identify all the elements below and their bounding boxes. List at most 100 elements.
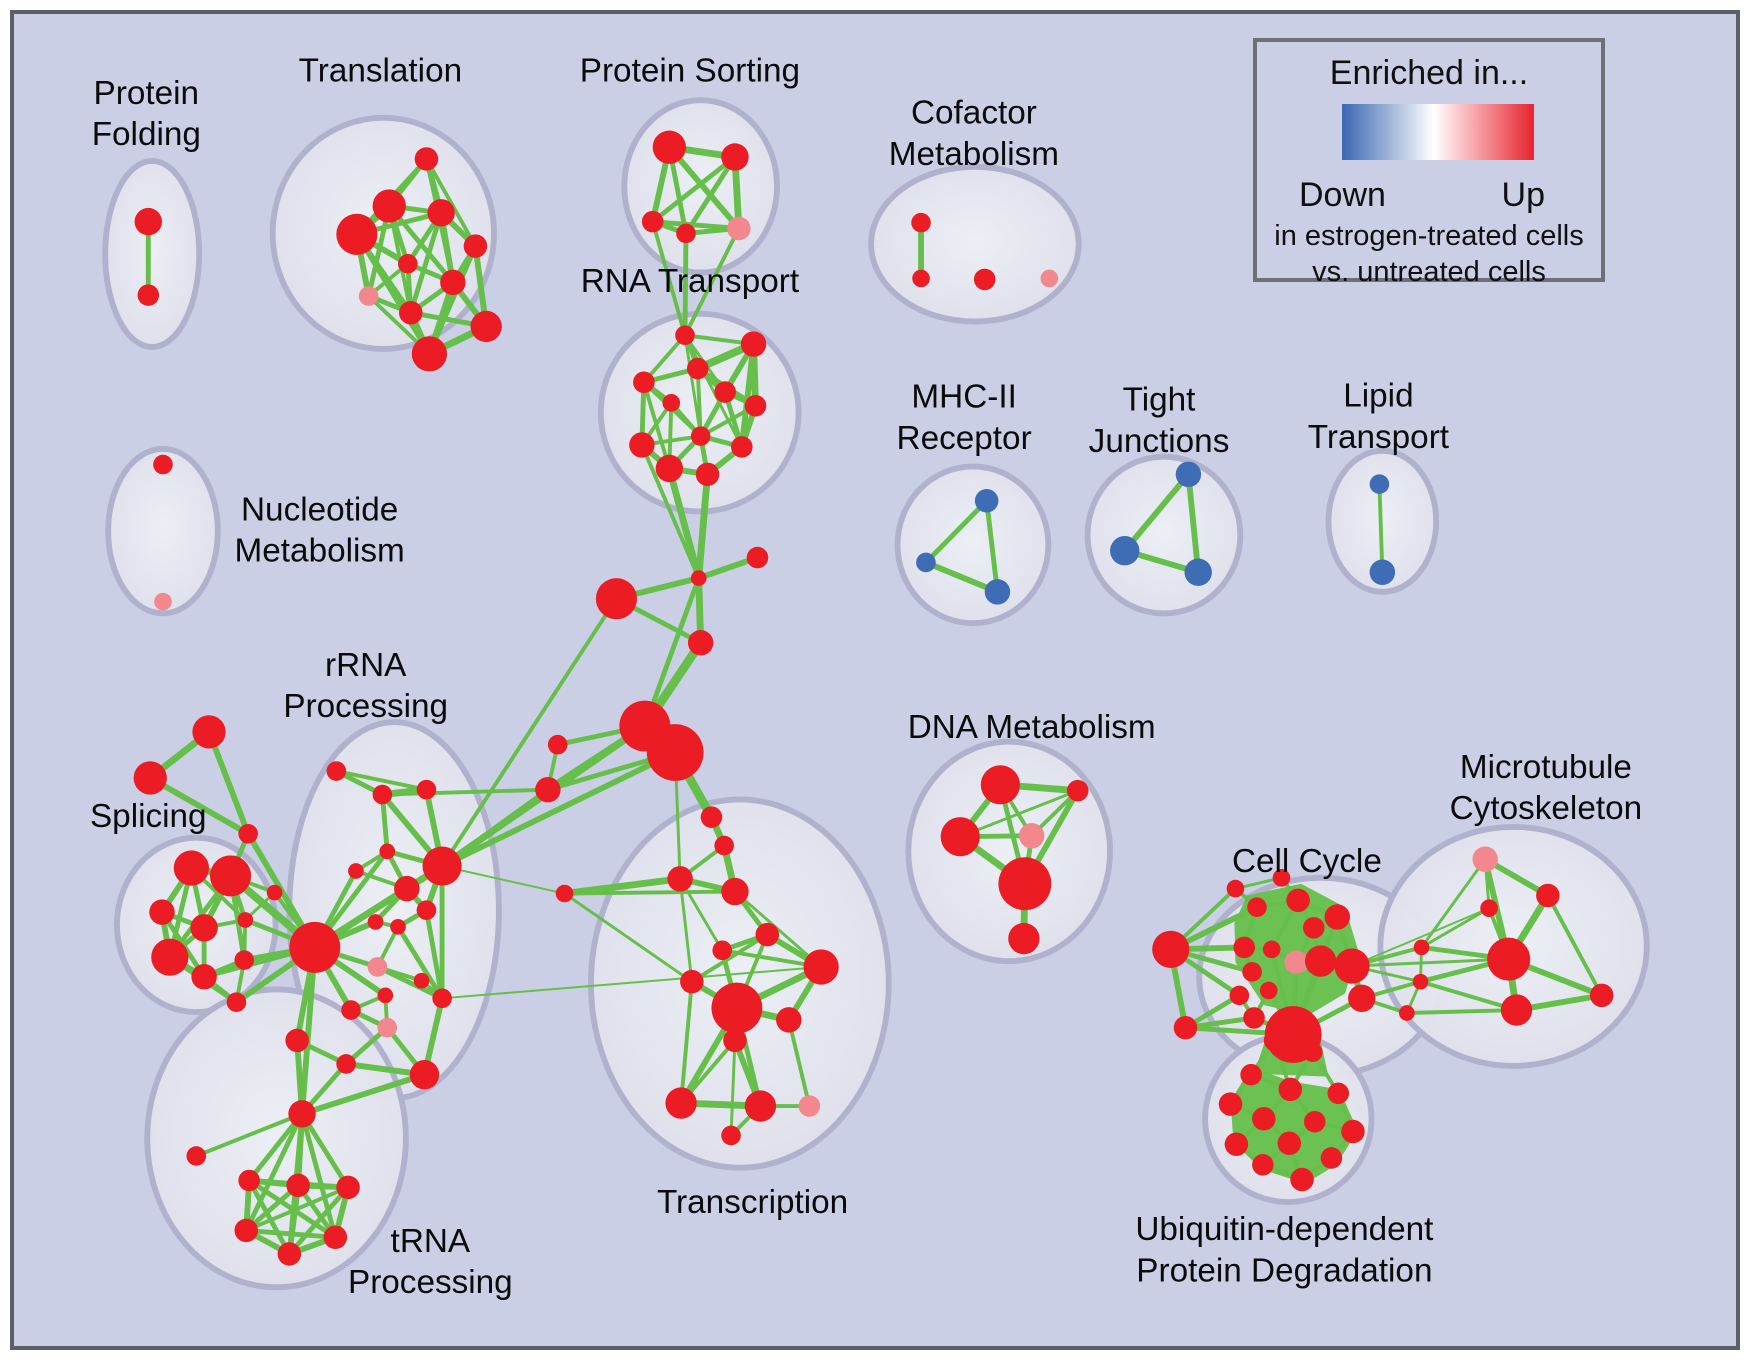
legend-caption-line2: vs. untreated cells xyxy=(1312,256,1546,288)
node-sp5 xyxy=(151,938,189,976)
edge-d3-x3 xyxy=(678,877,724,952)
cluster-label-ubiquitin-degradation-line1: Ubiquitin-dependent xyxy=(1135,1211,1433,1248)
node-mt4 xyxy=(1589,983,1614,1008)
node-x4 xyxy=(680,969,704,994)
node-u13 xyxy=(1263,1029,1286,1052)
node-cc10 xyxy=(1259,981,1278,1000)
cluster-label-lipid-transport-line1: Lipid xyxy=(1343,378,1413,415)
node-te xyxy=(277,1242,302,1266)
node-cn1 xyxy=(1413,939,1430,956)
node-mtP xyxy=(1472,846,1498,872)
node-tj1 xyxy=(1175,461,1202,488)
node-rr14 xyxy=(432,988,452,1009)
node-x7 xyxy=(776,1007,802,1033)
node-cc8 xyxy=(1334,948,1370,984)
edge-r11-c1 xyxy=(665,465,703,582)
node-ps1 xyxy=(652,130,686,164)
edge-thub-ta xyxy=(246,1111,305,1183)
node-mh3 xyxy=(984,579,1011,605)
node-sp7 xyxy=(234,950,255,970)
node-s1 xyxy=(547,734,568,755)
cluster-ellipse-cofactor-metabolism xyxy=(868,163,1082,325)
node-mh2 xyxy=(916,552,936,573)
node-r3 xyxy=(686,357,709,380)
node-u6 xyxy=(1303,1110,1326,1133)
edge-td-tf xyxy=(243,1227,338,1240)
edge-ps3-r1 xyxy=(650,219,687,338)
node-cc9 xyxy=(1242,962,1262,982)
node-rr3 xyxy=(416,779,437,800)
node-pf2 xyxy=(137,284,160,306)
node-rr8 xyxy=(416,900,437,920)
node-u7 xyxy=(1341,1119,1365,1144)
node-x5 xyxy=(803,949,839,985)
cluster-label-lipid-transport-line2: Transport xyxy=(1308,419,1449,456)
node-cf3 xyxy=(973,268,996,291)
node-cn3 xyxy=(1398,1005,1415,1021)
node-sp4 xyxy=(190,914,218,942)
cluster-label-translation-line1: Translation xyxy=(299,53,462,90)
node-ps5 xyxy=(727,216,751,241)
edge-ps4-r1 xyxy=(682,230,689,338)
edge-d4-x5 xyxy=(733,890,823,969)
node-cc3 xyxy=(1324,904,1351,930)
node-m4 xyxy=(1018,822,1045,849)
edge-x4-x9 xyxy=(679,979,694,1106)
edge-c1-h1 xyxy=(642,575,702,729)
node-tr1 xyxy=(192,715,226,749)
edge-thub-tf xyxy=(299,1111,338,1240)
node-rr11 xyxy=(367,957,388,977)
node-rr2 xyxy=(372,784,393,805)
node-u9 xyxy=(1277,1131,1302,1156)
node-tr3 xyxy=(238,823,258,844)
node-u12 xyxy=(1290,1167,1314,1192)
edge-s2-rr6 xyxy=(439,787,551,869)
edge-d3-x4 xyxy=(678,877,694,984)
node-t4 xyxy=(427,199,455,227)
node-cc15 xyxy=(1226,879,1245,898)
node-cc7 xyxy=(1304,945,1337,977)
edge-s3-d4 xyxy=(562,889,737,896)
node-rr9 xyxy=(367,914,384,930)
edge-r2-r9 xyxy=(738,341,757,450)
cluster-label-cofactor-metabolism-line1: Cofactor xyxy=(911,95,1037,132)
node-t9 xyxy=(399,300,423,325)
node-t5 xyxy=(463,234,488,258)
cluster-ellipse-mhc-ii-receptor xyxy=(894,463,1052,627)
edge-c3-rr6 xyxy=(440,596,619,869)
edge-tr1-tr3 xyxy=(206,728,252,837)
figure-frame: Protein Folding Translation Protein Sorting… xyxy=(10,10,1740,1350)
edge-thub-td xyxy=(243,1111,305,1233)
node-m5 xyxy=(998,857,1052,911)
node-rr18 xyxy=(336,1054,356,1074)
edge-mh2-mh3 xyxy=(922,559,1001,595)
node-r7 xyxy=(662,394,681,412)
node-s3 xyxy=(555,884,574,903)
node-ps2 xyxy=(721,143,749,171)
node-cc5 xyxy=(1233,936,1256,959)
node-tc xyxy=(336,1175,360,1200)
legend-up-label: Up xyxy=(1501,176,1545,214)
edge-lp1-lp2 xyxy=(1377,482,1385,575)
node-d2 xyxy=(714,835,734,856)
node-d1 xyxy=(700,806,723,828)
nodes xyxy=(133,130,1614,1266)
node-c3 xyxy=(595,578,638,620)
node-rr17 xyxy=(285,1028,309,1053)
edge-x2-x4 xyxy=(689,932,770,984)
edge-rr8-rr14 xyxy=(423,907,445,1001)
node-r11 xyxy=(655,454,684,483)
node-r6 xyxy=(744,394,767,417)
node-h2 xyxy=(646,724,704,781)
node-u11 xyxy=(1320,1147,1343,1169)
edge-mh1-mh2 xyxy=(923,498,990,565)
node-u2 xyxy=(1278,1077,1303,1102)
node-mt3 xyxy=(1500,994,1533,1026)
edge-rr1-rr3 xyxy=(334,769,429,792)
node-cc1 xyxy=(1247,897,1267,918)
node-cc12 xyxy=(1243,1007,1265,1029)
edge-thub-tc xyxy=(299,1111,351,1190)
cluster-label-rrna-processing-line1: rRNA xyxy=(325,647,407,684)
edge-thub-rhub xyxy=(299,944,318,1117)
